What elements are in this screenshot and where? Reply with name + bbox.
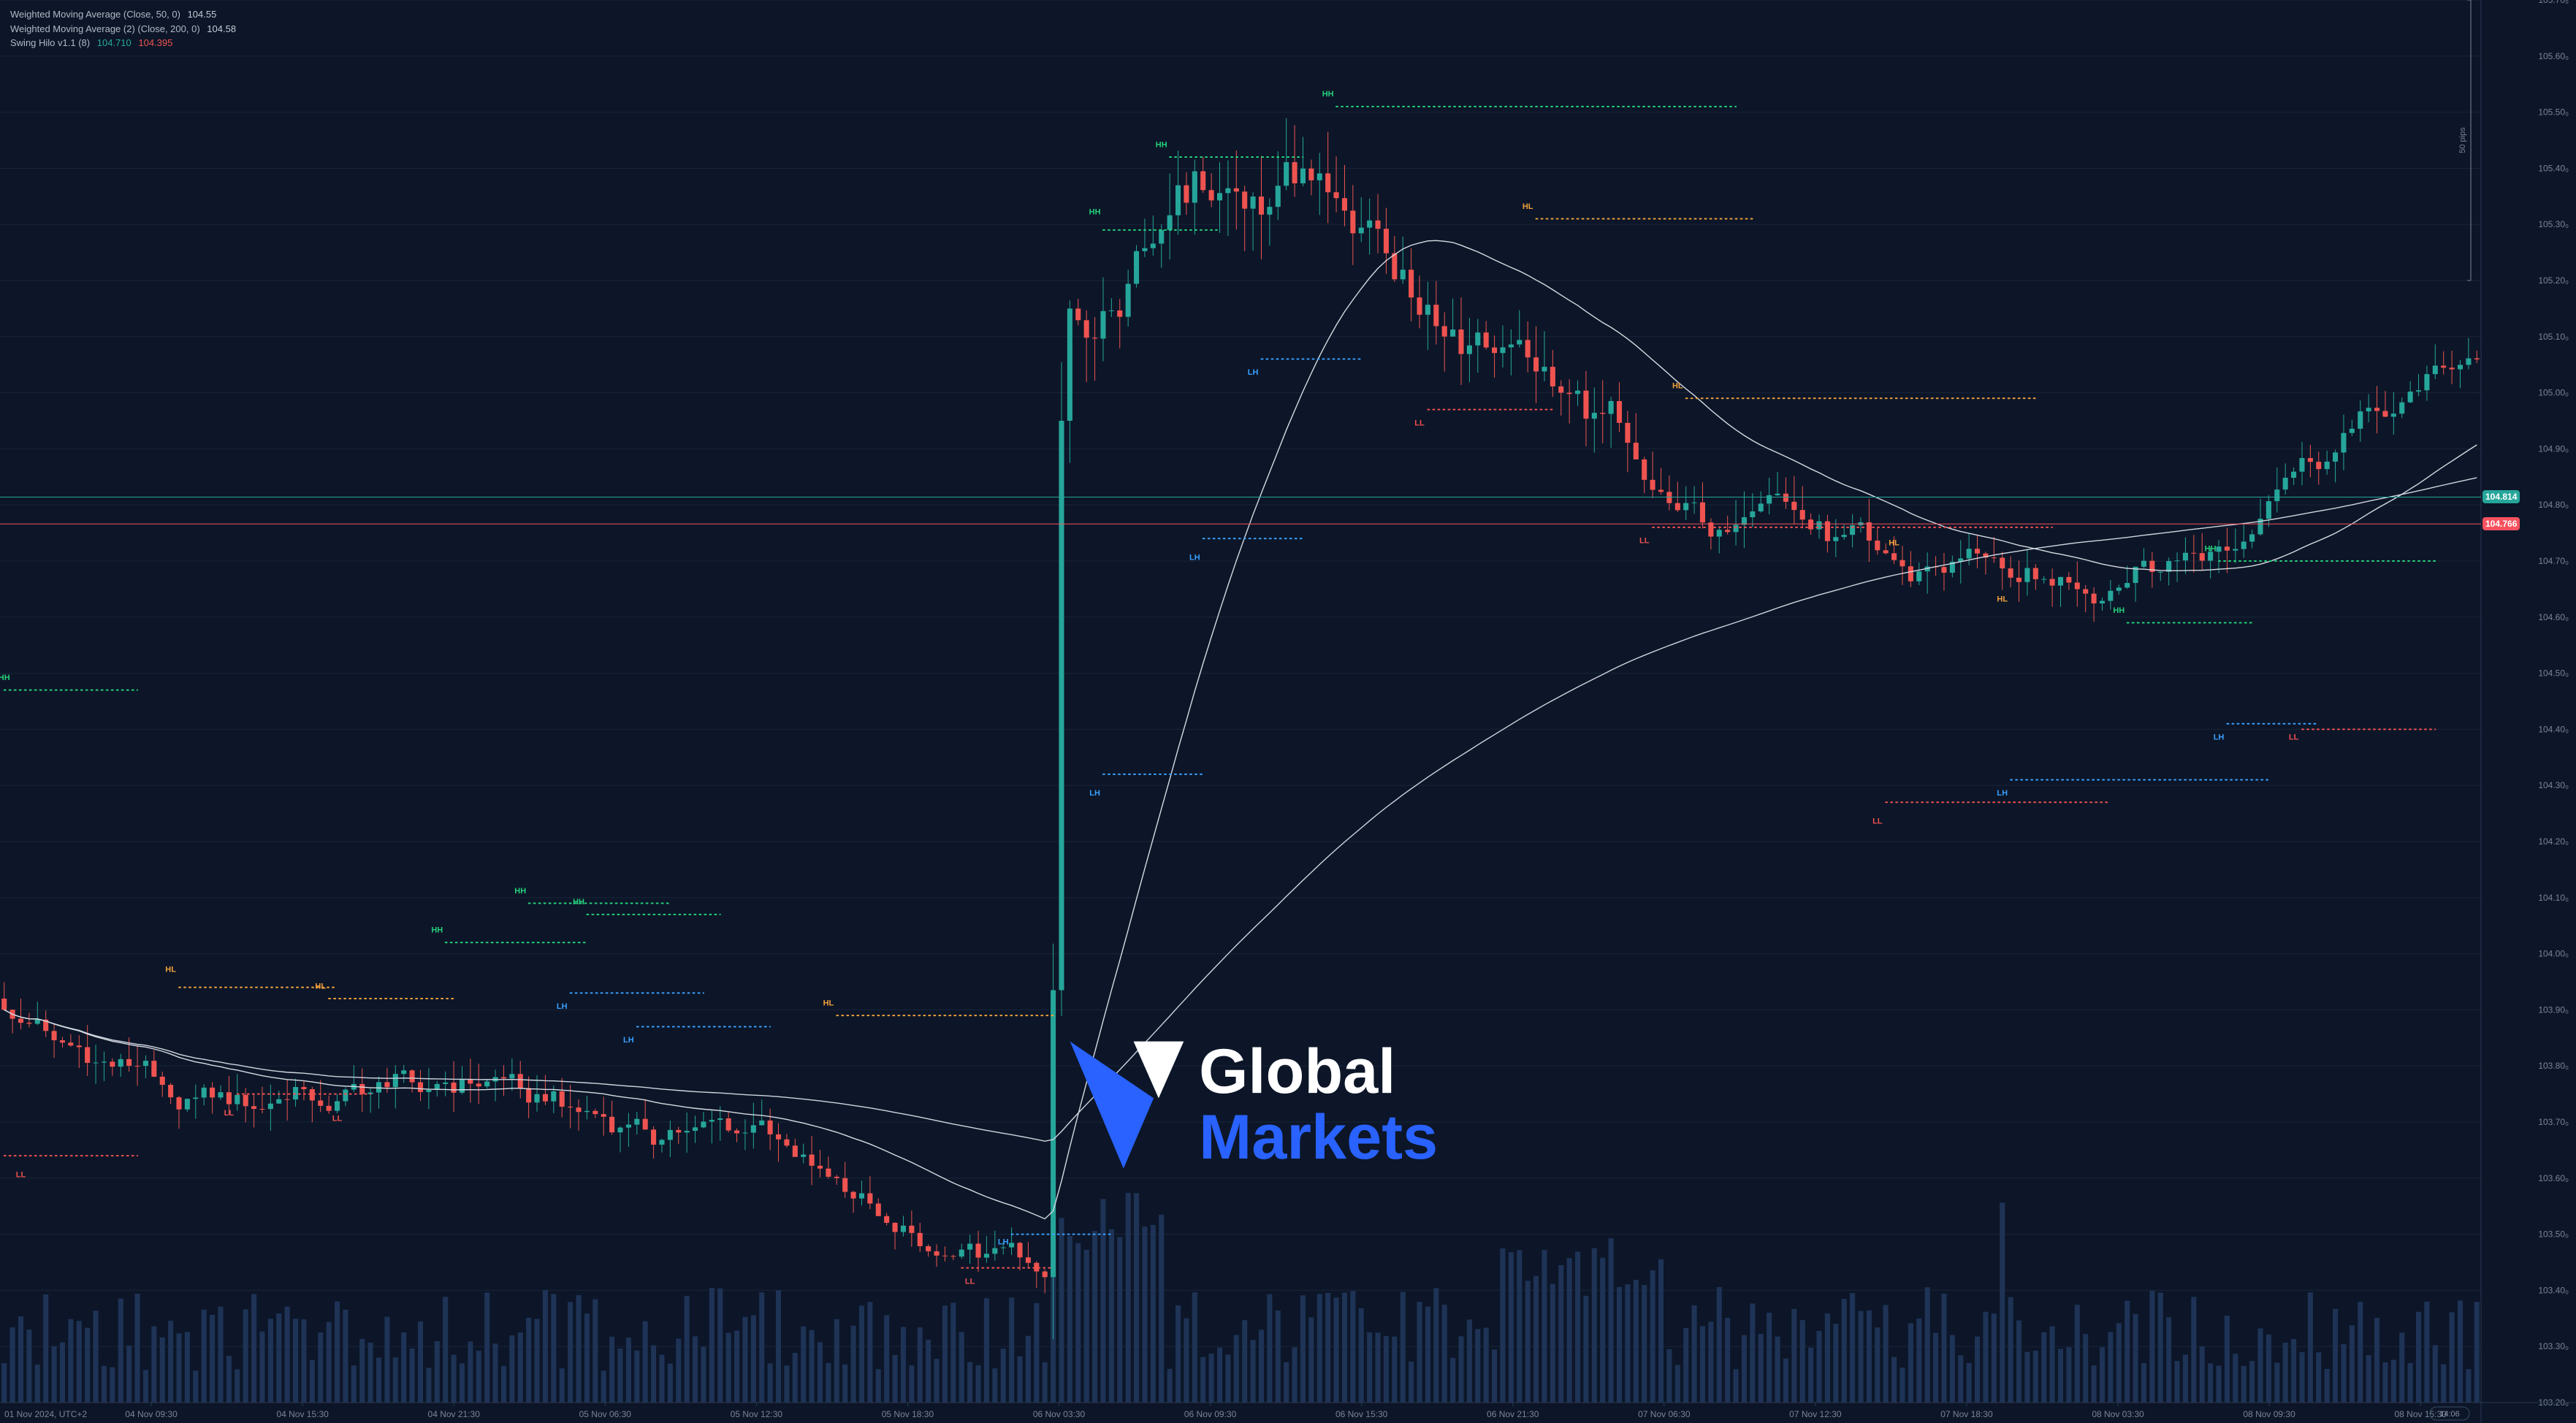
indicator-1: Weighted Moving Average (Close, 50, 0) 1…: [10, 7, 240, 22]
svg-text:104.80₀: 104.80₀: [2538, 500, 2569, 510]
svg-text:105.30₀: 105.30₀: [2538, 219, 2569, 229]
svg-text:103.40₀: 103.40₀: [2538, 1285, 2569, 1295]
svg-text:HH: HH: [1156, 140, 1167, 149]
svg-text:LL: LL: [2289, 733, 2299, 741]
svg-text:LH: LH: [998, 1238, 1009, 1247]
svg-text:HH: HH: [431, 926, 443, 935]
svg-text:08 Nov 03:30: 08 Nov 03:30: [2092, 1409, 2144, 1419]
svg-text:HH: HH: [514, 887, 526, 896]
svg-text:06 Nov 21:30: 06 Nov 21:30: [1487, 1409, 1539, 1419]
indicator-legend: Weighted Moving Average (Close, 50, 0) 1…: [10, 7, 240, 50]
svg-text:14:06: 14:06: [2439, 1410, 2460, 1419]
svg-text:LL: LL: [16, 1170, 26, 1179]
svg-text:07 Nov 12:30: 07 Nov 12:30: [1789, 1409, 1842, 1419]
watermark-logo: Global Markets: [1067, 1038, 1438, 1172]
svg-text:HH: HH: [2205, 544, 2217, 553]
svg-text:LH: LH: [1997, 789, 2008, 798]
svg-text:103.50₀: 103.50₀: [2538, 1229, 2569, 1240]
chart-svg[interactable]: 103.20₀103.30₀103.40₀103.50₀103.60₀103.7…: [0, 0, 2576, 1423]
svg-text:06 Nov 03:30: 06 Nov 03:30: [1033, 1409, 1086, 1419]
svg-text:104.90₀: 104.90₀: [2538, 443, 2569, 454]
svg-text:LL: LL: [965, 1277, 975, 1286]
ind2-label: Weighted Moving Average (2) (Close, 200,…: [10, 23, 200, 34]
svg-text:04 Nov 21:30: 04 Nov 21:30: [428, 1409, 481, 1419]
svg-text:103.70₀: 103.70₀: [2538, 1117, 2569, 1127]
svg-text:104.60₀: 104.60₀: [2538, 612, 2569, 622]
svg-text:104.20₀: 104.20₀: [2538, 836, 2569, 847]
ind3-label: Swing Hilo v1.1 (8): [10, 37, 90, 48]
svg-text:104.30₀: 104.30₀: [2538, 780, 2569, 790]
svg-text:07 Nov 06:30: 07 Nov 06:30: [1638, 1409, 1691, 1419]
svg-text:105.10₀: 105.10₀: [2538, 332, 2569, 342]
svg-text:LH: LH: [623, 1036, 634, 1045]
svg-text:HL: HL: [1523, 202, 1533, 211]
ind1-label: Weighted Moving Average (Close, 50, 0): [10, 9, 180, 20]
volume-bars: [1, 1193, 2480, 1403]
svg-text:HH: HH: [2113, 606, 2125, 615]
svg-text:105.60₀: 105.60₀: [2538, 51, 2569, 61]
svg-text:06 Nov 09:30: 06 Nov 09:30: [1184, 1409, 1237, 1419]
svg-text:105.00₀: 105.00₀: [2538, 388, 2569, 398]
svg-text:HL: HL: [823, 999, 834, 1007]
svg-text:104.10₀: 104.10₀: [2538, 893, 2569, 903]
svg-text:HH: HH: [573, 898, 584, 907]
svg-text:07 Nov 18:30: 07 Nov 18:30: [1940, 1409, 1993, 1419]
svg-text:LH: LH: [2214, 733, 2225, 741]
svg-text:103.60₀: 103.60₀: [2538, 1173, 2569, 1183]
svg-text:103.90₀: 103.90₀: [2538, 1004, 2569, 1015]
svg-text:104.40₀: 104.40₀: [2538, 724, 2569, 734]
svg-text:LL: LL: [224, 1109, 235, 1118]
svg-text:LH: LH: [1089, 789, 1100, 798]
svg-text:LL: LL: [332, 1115, 343, 1123]
svg-text:HH: HH: [1322, 90, 1334, 99]
svg-text:HL: HL: [1997, 595, 2008, 603]
svg-text:HH: HH: [1089, 208, 1101, 217]
svg-text:05 Nov 12:30: 05 Nov 12:30: [731, 1409, 783, 1419]
svg-text:105.40₀: 105.40₀: [2538, 163, 2569, 173]
svg-text:06 Nov 15:30: 06 Nov 15:30: [1335, 1409, 1388, 1419]
svg-text:05 Nov 06:30: 05 Nov 06:30: [579, 1409, 632, 1419]
svg-text:04 Nov 09:30: 04 Nov 09:30: [125, 1409, 178, 1419]
price-tag-ask: 104.766: [2482, 517, 2520, 530]
ind3-v1: 104.710: [97, 37, 132, 48]
svg-text:LH: LH: [1189, 554, 1200, 562]
svg-text:LH: LH: [1248, 368, 1259, 377]
svg-text:08 Nov 09:30: 08 Nov 09:30: [2243, 1409, 2295, 1419]
svg-text:LL: LL: [1414, 419, 1425, 427]
svg-text:HL: HL: [1672, 382, 1683, 391]
ind3-v2: 104.395: [138, 37, 172, 48]
watermark-text: Global Markets: [1199, 1039, 1438, 1172]
svg-text:HL: HL: [1889, 539, 1899, 548]
price-tag-bid: 104.814: [2482, 490, 2520, 503]
svg-text:105.50₀: 105.50₀: [2538, 107, 2569, 118]
svg-text:05 Nov 18:30: 05 Nov 18:30: [882, 1409, 934, 1419]
svg-text:LL: LL: [1639, 537, 1650, 546]
indicator-2: Weighted Moving Average (2) (Close, 200,…: [10, 22, 240, 37]
svg-text:50 pips: 50 pips: [2458, 127, 2467, 153]
watermark-line1: Global: [1199, 1039, 1438, 1105]
svg-text:104.70₀: 104.70₀: [2538, 556, 2569, 566]
svg-text:LH: LH: [557, 1002, 568, 1011]
svg-text:HH: HH: [0, 674, 10, 682]
ind2-val: 104.58: [207, 23, 236, 34]
svg-text:105.70₀: 105.70₀: [2538, 0, 2569, 5]
svg-text:105.20₀: 105.20₀: [2538, 275, 2569, 286]
svg-text:LL: LL: [1872, 817, 1883, 826]
x-axis: 01 Nov 2024, UTC+2 04 Nov 09:30 04 Nov 15:…: [4, 1403, 2447, 1419]
svg-text:04 Nov 15:30: 04 Nov 15:30: [276, 1409, 329, 1419]
svg-text:103.80₀: 103.80₀: [2538, 1061, 2569, 1071]
indicator-3: Swing Hilo v1.1 (8) 104.710 104.395: [10, 36, 240, 50]
ind1-val: 104.55: [188, 9, 217, 20]
svg-text:HL: HL: [165, 965, 176, 974]
watermark-line2: Markets: [1199, 1105, 1438, 1171]
svg-text:104.50₀: 104.50₀: [2538, 668, 2569, 679]
svg-text:HL: HL: [315, 982, 326, 991]
chart-container[interactable]: Weighted Moving Average (Close, 50, 0) 1…: [0, 0, 2576, 1423]
svg-text:104.00₀: 104.00₀: [2538, 949, 2569, 959]
svg-text:103.30₀: 103.30₀: [2538, 1341, 2569, 1351]
svg-text:01 Nov 2024, UTC+2: 01 Nov 2024, UTC+2: [4, 1409, 87, 1419]
